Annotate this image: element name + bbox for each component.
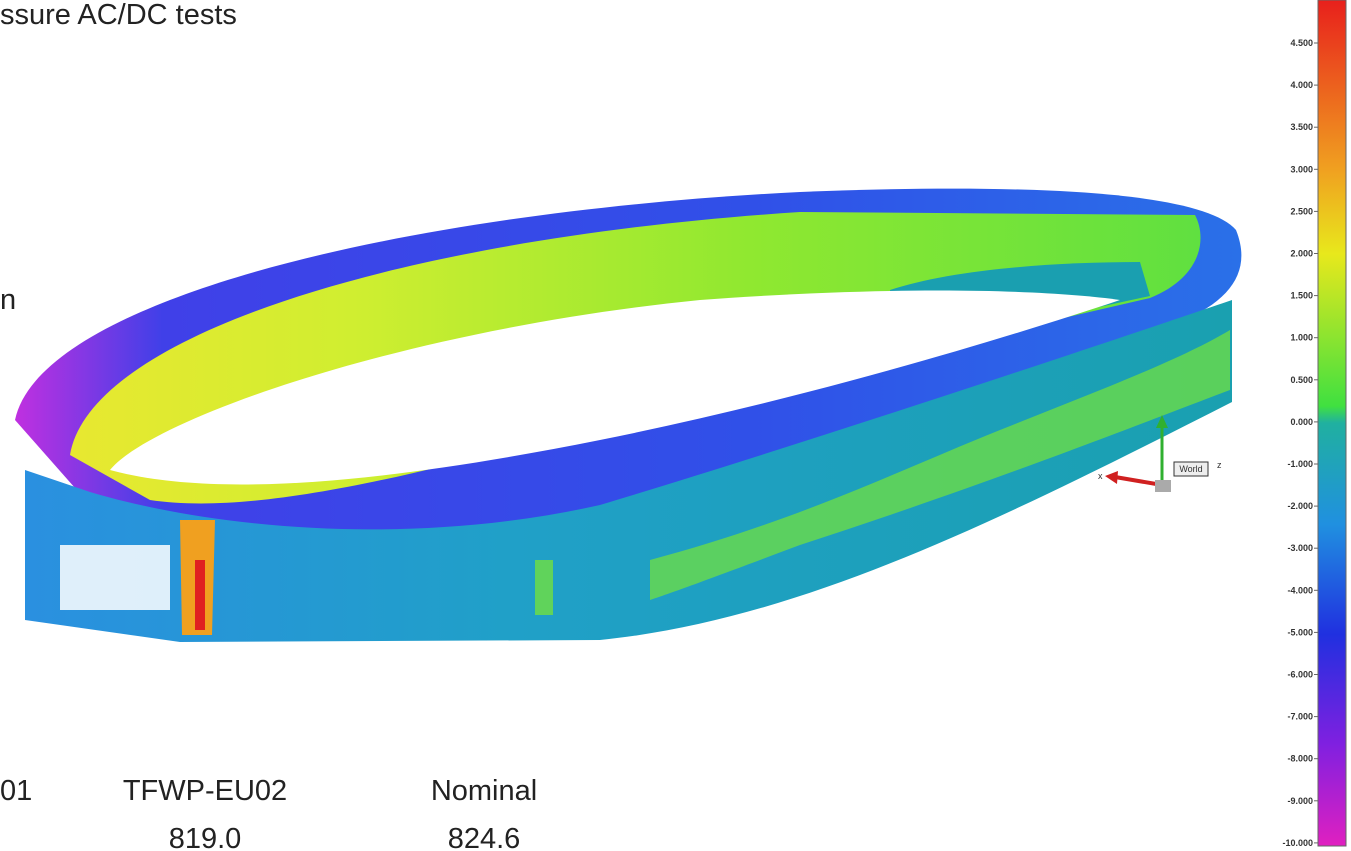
- coil-scan: [15, 188, 1242, 642]
- color-bar-label: 2.500: [1290, 206, 1313, 216]
- axis-label: z: [1217, 460, 1222, 470]
- table-header: TFWP-EU02: [123, 775, 287, 807]
- table-header: 01: [0, 775, 32, 807]
- color-bar-label: 1.000: [1290, 333, 1313, 343]
- color-bar-label: 0.500: [1290, 375, 1313, 385]
- color-bar-label: -10.000: [1282, 838, 1313, 848]
- color-bar-label: -5.000: [1287, 627, 1313, 637]
- color-bar-label: 1.500: [1290, 291, 1313, 301]
- color-bar-label: -8.000: [1287, 754, 1313, 764]
- color-bar-label: -4.000: [1287, 585, 1313, 595]
- color-bar-labels: 4.500 4.000 3.500 3.000 2.500 2.000 1.500 1.000…: [1282, 38, 1318, 848]
- color-bar-label: 4.500: [1290, 38, 1313, 48]
- color-bar-label: 3.500: [1290, 122, 1313, 132]
- color-bar: [1317, 0, 1347, 847]
- side-label: n: [0, 284, 16, 316]
- table-cell: 819.0: [169, 823, 242, 851]
- table-cell: 824.6: [448, 823, 521, 851]
- color-bar-label: -1.000: [1287, 459, 1313, 469]
- color-bar-label: -9.000: [1287, 796, 1313, 806]
- results-table: 01 TFWP-EU02 Nominal 819.0 824.6: [0, 775, 537, 851]
- color-bar-label: -2.000: [1287, 501, 1313, 511]
- color-bar-label: 3.000: [1290, 164, 1313, 174]
- table-header: Nominal: [431, 775, 537, 807]
- color-bar-label: -7.000: [1287, 712, 1313, 722]
- color-bar-label: 2.000: [1290, 249, 1313, 259]
- color-bar-label: 4.000: [1290, 80, 1313, 90]
- color-bar-label: -3.000: [1287, 543, 1313, 553]
- frame-label: World: [1179, 464, 1202, 474]
- slide-title: ssure AC/DC tests: [0, 0, 237, 31]
- axis-label: x: [1098, 471, 1103, 481]
- color-bar-label: 0.000: [1290, 417, 1313, 427]
- axis-gizmo: World x z: [1098, 415, 1222, 492]
- color-bar-label: -6.000: [1287, 670, 1313, 680]
